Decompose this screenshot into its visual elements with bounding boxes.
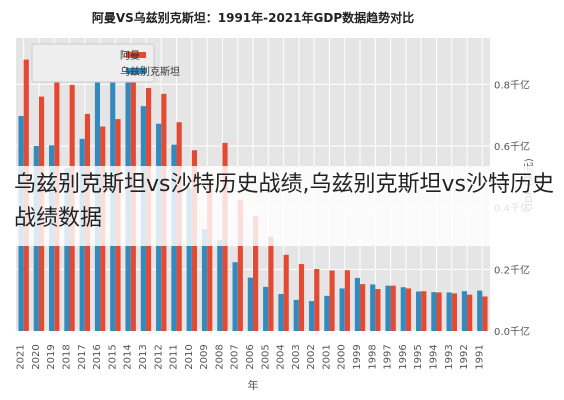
x-tick-label: 2015 bbox=[107, 344, 118, 369]
y-tick-label: 0.8千亿 bbox=[494, 78, 530, 91]
legend-box bbox=[31, 43, 155, 83]
bar-uzbekistan bbox=[339, 288, 345, 331]
x-tick-label: 2021 bbox=[16, 344, 27, 369]
bar-uzbekistan bbox=[370, 284, 376, 331]
bar-uzbekistan bbox=[385, 285, 391, 331]
x-tick-label: 1997 bbox=[383, 344, 394, 369]
x-tick-label: 2003 bbox=[291, 344, 302, 369]
bar-uzbekistan bbox=[201, 229, 208, 331]
x-tick-label: 1994 bbox=[428, 344, 439, 369]
legend-label: 乌兹别克斯坦 bbox=[120, 65, 180, 78]
x-tick-label: 2009 bbox=[199, 344, 210, 369]
bar-oman bbox=[237, 199, 243, 331]
bar-uzbekistan bbox=[64, 168, 70, 331]
x-tick-label: 2001 bbox=[321, 344, 332, 369]
x-tick-label: 2000 bbox=[337, 344, 348, 369]
x-tick-label: 2010 bbox=[184, 344, 195, 369]
bar-oman bbox=[253, 216, 259, 331]
bar-uzbekistan bbox=[293, 299, 299, 331]
x-tick-label: 1998 bbox=[367, 344, 378, 369]
bar-uzbekistan bbox=[477, 290, 483, 331]
x-tick-label: 2019 bbox=[46, 344, 57, 369]
x-tick-label: 1995 bbox=[413, 344, 424, 369]
bar-oman bbox=[283, 254, 289, 331]
bar-oman bbox=[482, 296, 488, 331]
bar-uzbekistan bbox=[278, 293, 284, 331]
x-tick-label: 2011 bbox=[169, 344, 180, 369]
legend-label: 阿曼 bbox=[120, 50, 140, 62]
x-tick-label: 1993 bbox=[444, 344, 455, 369]
x-tick-label: 2004 bbox=[276, 344, 287, 369]
x-tick-label: 2020 bbox=[31, 344, 42, 369]
bar-oman bbox=[375, 289, 381, 331]
bar-uzbekistan bbox=[232, 262, 238, 331]
bar-uzbekistan bbox=[247, 277, 253, 331]
bar-oman bbox=[314, 269, 320, 331]
caption-overlay-background bbox=[0, 166, 564, 246]
legend-swatch bbox=[126, 52, 146, 58]
x-tick-label: 2007 bbox=[230, 344, 241, 369]
x-tick-label: 2014 bbox=[123, 344, 134, 369]
caption-overlay-text: 乌兹别克斯坦vs沙特历史战绩,乌兹别克斯坦vs沙特历史战绩数据 bbox=[14, 172, 554, 231]
x-tick-label: 2018 bbox=[62, 344, 73, 369]
bar-oman bbox=[451, 293, 457, 331]
bar-uzbekistan bbox=[415, 291, 422, 331]
legend-swatch bbox=[126, 68, 146, 74]
x-tick-label: 2012 bbox=[153, 344, 164, 369]
bar-uzbekistan bbox=[217, 240, 223, 331]
bar-oman bbox=[268, 236, 274, 331]
x-tick-label: 2006 bbox=[245, 344, 256, 369]
bar-oman bbox=[421, 291, 427, 331]
bar-oman bbox=[329, 270, 335, 331]
bar-uzbekistan bbox=[400, 287, 406, 331]
bar-uzbekistan bbox=[354, 277, 361, 331]
bar-uzbekistan bbox=[446, 292, 452, 331]
bar-oman bbox=[405, 288, 412, 331]
bar-uzbekistan bbox=[431, 292, 437, 331]
x-tick-label: 1996 bbox=[398, 344, 409, 369]
bar-oman bbox=[436, 292, 442, 331]
bar-uzbekistan bbox=[461, 291, 468, 331]
x-tick-label: 1999 bbox=[352, 344, 363, 369]
bar-oman bbox=[467, 294, 473, 331]
bar-oman bbox=[298, 264, 305, 331]
x-tick-label: 1992 bbox=[459, 344, 470, 369]
bar-uzbekistan bbox=[186, 187, 192, 331]
x-tick-label: 2008 bbox=[214, 344, 225, 369]
x-tick-label: 2002 bbox=[306, 344, 317, 369]
bar-oman bbox=[207, 182, 213, 331]
y-tick-label: 0.0千亿 bbox=[494, 325, 530, 338]
x-tick-label: 2017 bbox=[77, 344, 88, 369]
x-tick-label: 2005 bbox=[260, 344, 271, 369]
bar-oman bbox=[390, 285, 396, 331]
bar-oman bbox=[360, 284, 366, 331]
bar-uzbekistan bbox=[263, 286, 269, 331]
chart-title: 阿曼VS乌兹别克斯坦：1991年-2021年GDP数据趋势对比 bbox=[92, 10, 414, 25]
y-tick-label: 0.6千亿 bbox=[494, 140, 530, 153]
x-tick-label: 2016 bbox=[92, 344, 103, 369]
x-tick-label: 1991 bbox=[474, 344, 485, 369]
bar-oman bbox=[344, 270, 350, 331]
x-axis-label: 年 bbox=[248, 378, 259, 392]
y-tick-label: 0.2千亿 bbox=[494, 263, 530, 276]
bar-uzbekistan bbox=[324, 295, 330, 331]
bar-uzbekistan bbox=[308, 301, 315, 331]
x-tick-label: 2013 bbox=[138, 344, 149, 369]
